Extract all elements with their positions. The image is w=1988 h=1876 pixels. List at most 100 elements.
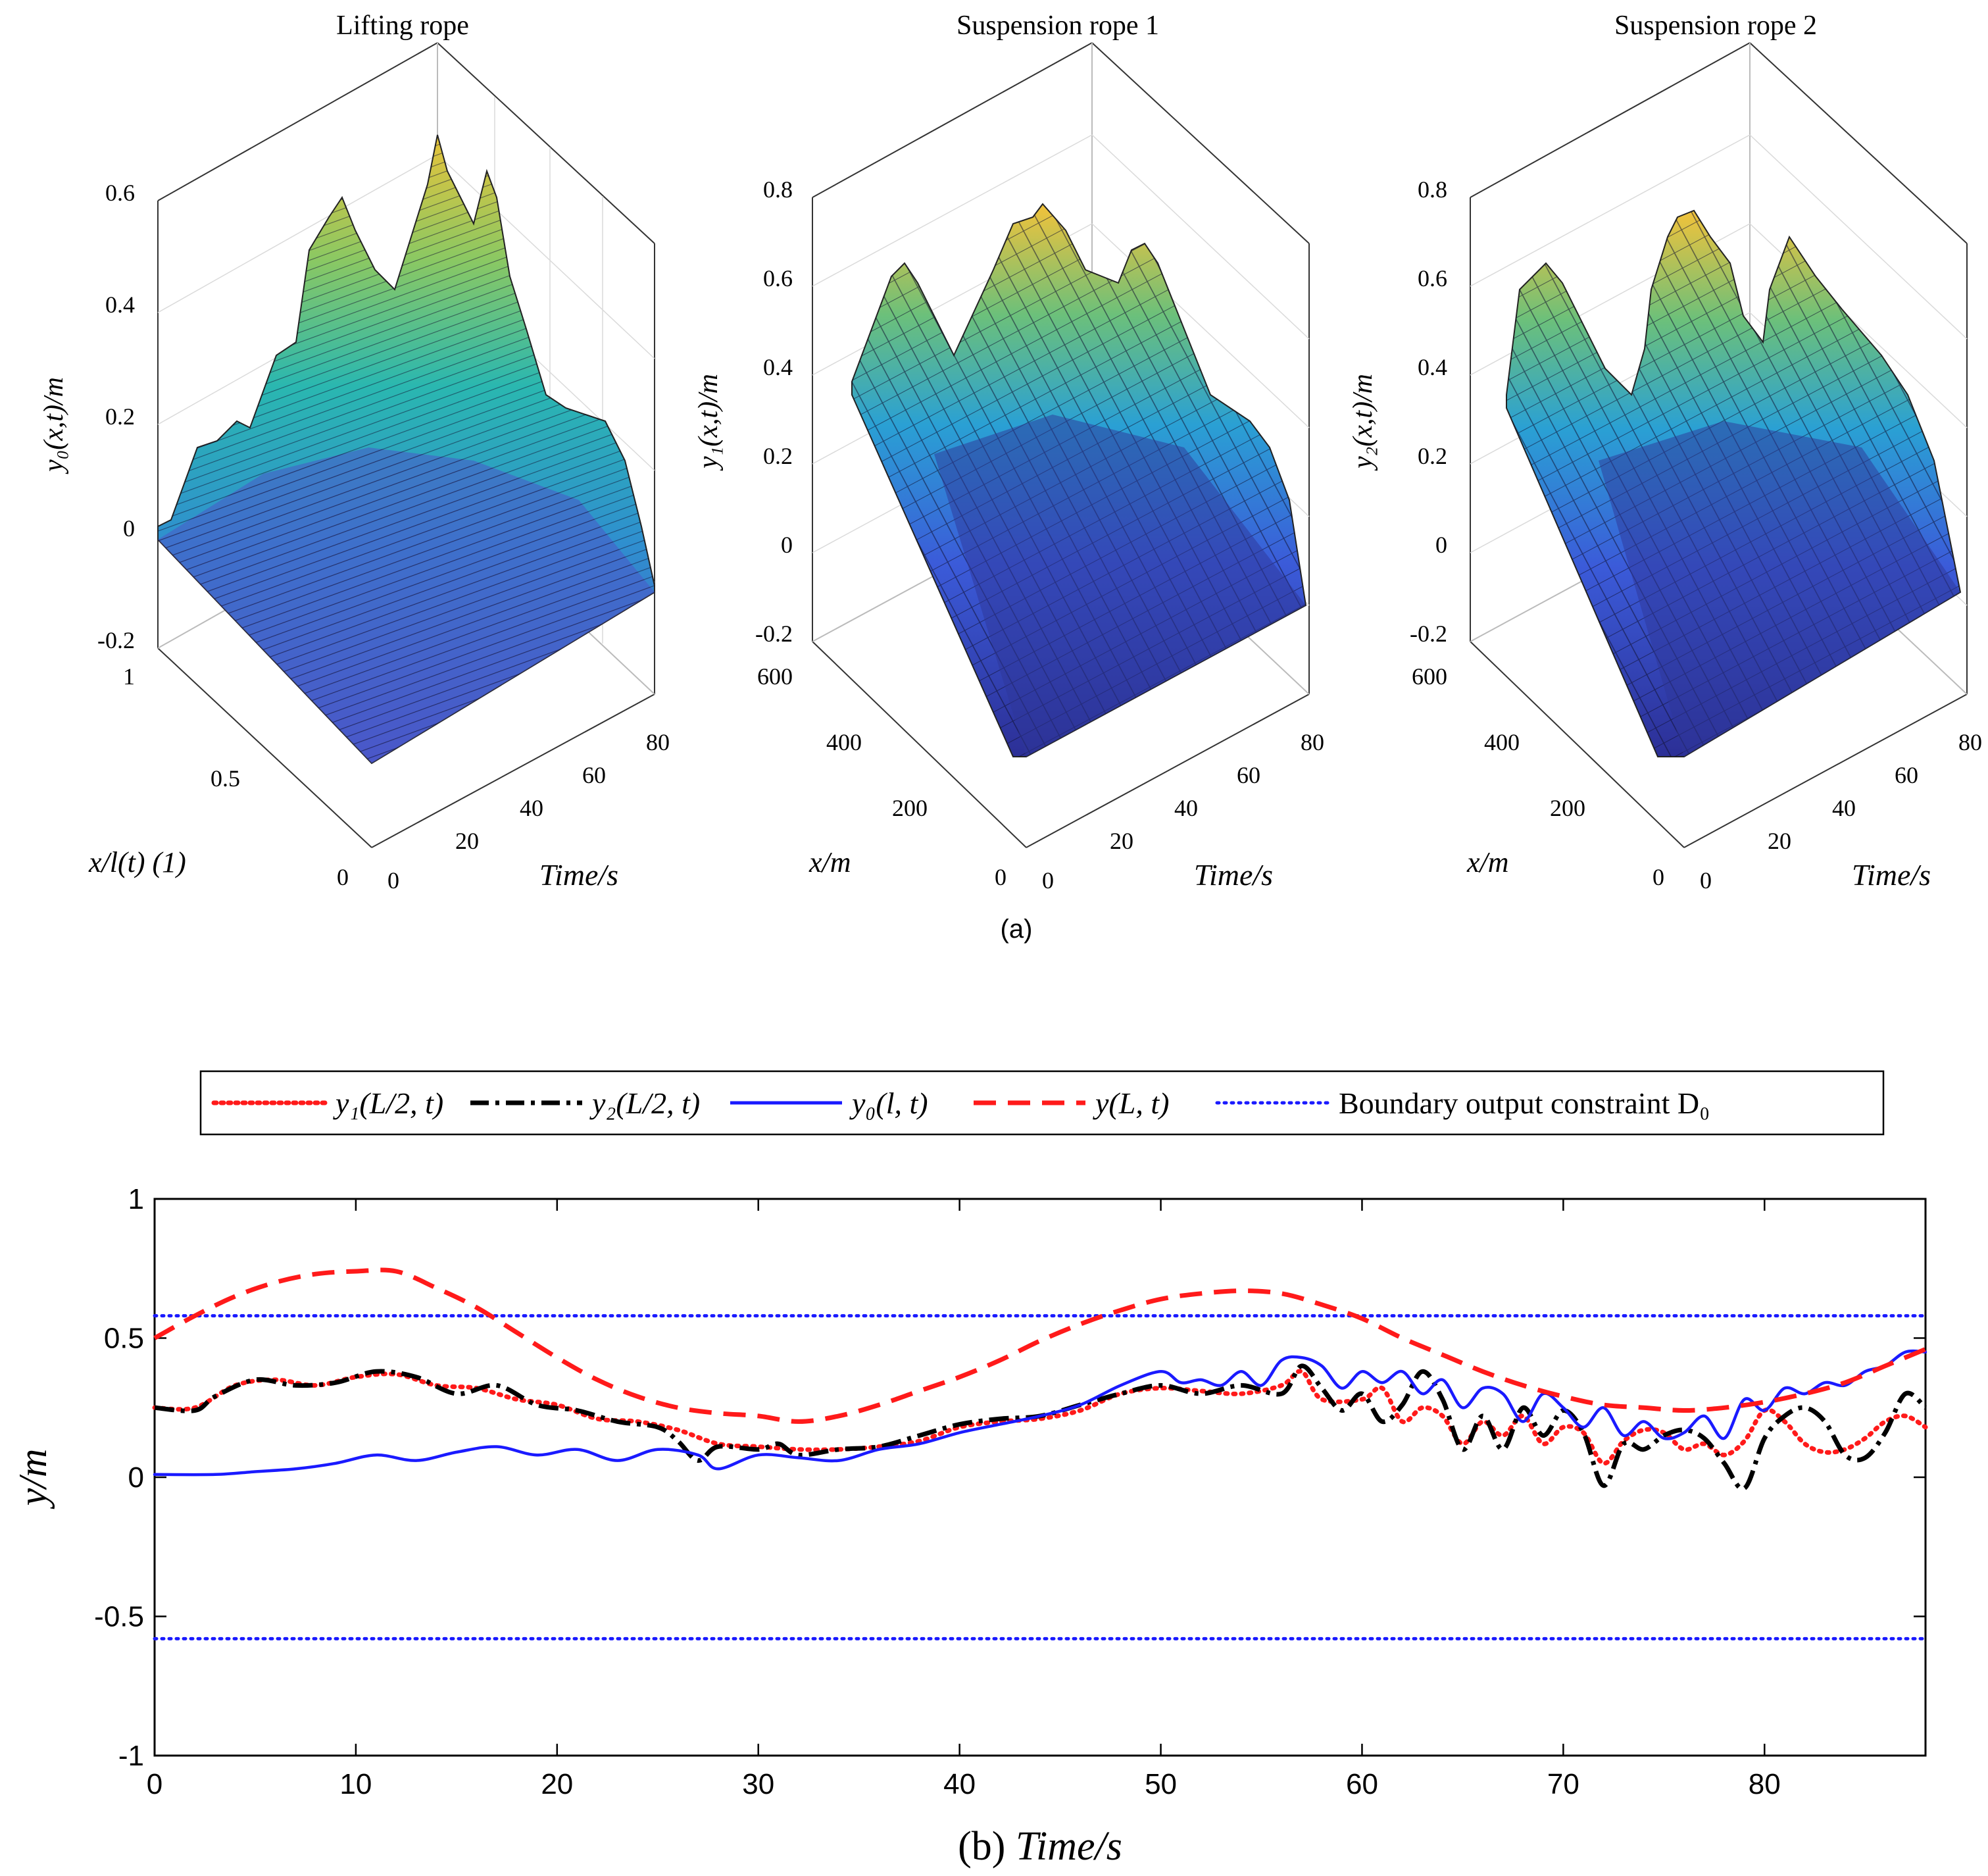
x-ticks-suspension-rope-1: 0 200 400 600: [757, 663, 1006, 890]
t-tick: 40: [520, 795, 543, 821]
x-tick: 200: [1550, 795, 1585, 821]
x-ticks: 0 10 20 30 40 50 60 70 80: [147, 1199, 1781, 1800]
t-tick: 80: [1958, 729, 1982, 755]
t-tick: 0: [1700, 867, 1712, 894]
x-tick: 600: [757, 663, 793, 690]
x-axis-label-prefix: (b): [958, 1824, 1005, 1869]
legend-label-y1: y₁(L/2, t): [333, 1086, 443, 1120]
x-tick-label: 0: [147, 1768, 162, 1800]
x-ticks-lifting-rope: 0 0.5 1: [123, 663, 349, 890]
z-ticks-suspension-rope-1: -0.2 0 0.2 0.4 0.6 0.8: [755, 176, 793, 647]
t-tick: 40: [1832, 795, 1856, 821]
y-tick-label: 1: [128, 1183, 144, 1215]
z-tick: 0.6: [763, 265, 793, 292]
z-ticks-lifting-rope: -0.2 0 0.2 0.4 0.6: [97, 180, 135, 653]
sublabel-a: (a): [1001, 915, 1033, 944]
surface-floor-suspension-rope-2: [1599, 421, 1960, 757]
z-axis-label-suspension-rope-2: y₂(x,t)/m: [1348, 374, 1378, 471]
x-tick: 1: [123, 663, 135, 690]
t-tick: 60: [1237, 762, 1260, 788]
title-suspension-rope-1: Suspension rope 1: [957, 11, 1159, 41]
z-tick: -0.2: [97, 627, 135, 653]
z-tick: 0.2: [105, 403, 135, 430]
x-tick-label: 40: [943, 1768, 976, 1800]
t-ticks-suspension-rope-1: 0 20 40 60 80: [1042, 729, 1324, 894]
surface-plot-lifting-rope: Lifting rope -0.2 0 0.2 0: [39, 11, 670, 894]
y-axis-label: y/m: [11, 1449, 55, 1510]
z-tick: 0.6: [105, 180, 135, 206]
x-axis-label-lifting-rope: x/l(t) (1): [88, 846, 186, 878]
x-tick: 600: [1412, 663, 1447, 690]
surface-floor-suspension-rope-1: [934, 415, 1306, 757]
x-axis-label-suspension-rope-2: x/m: [1466, 846, 1509, 878]
t-ticks-lifting-rope: 0 20 40 60 80: [387, 729, 670, 894]
x-tick: 0: [995, 864, 1006, 890]
title-suspension-rope-2: Suspension rope 2: [1614, 11, 1817, 41]
z-tick: 0: [1435, 532, 1447, 558]
surface-plot-suspension-rope-2: Suspension rope 2 -0.2 0 0.2 0.4 0.6: [1348, 11, 1982, 894]
t-axis-label-suspension-rope-2: Time/s: [1852, 858, 1931, 892]
t-axis-label-lifting-rope: Time/s: [539, 858, 618, 892]
t-tick: 80: [646, 729, 670, 755]
t-tick: 80: [1301, 729, 1324, 755]
z-tick: 0.8: [1418, 176, 1447, 203]
x-axis-label-text: Time/s: [1016, 1824, 1122, 1869]
y-tick-label: 0: [128, 1461, 144, 1494]
x-tick: 0.5: [211, 765, 240, 792]
legend: y₁(L/2, t) y₂(L/2, t) y₀(l, t) y(L, t) B…: [199, 1070, 1885, 1136]
x-tick: 0: [1653, 864, 1664, 890]
z-tick: 0.4: [1418, 354, 1447, 380]
y-tick-label: 0.5: [104, 1323, 144, 1355]
title-lifting-rope: Lifting rope: [336, 11, 469, 41]
series-y1-L2: [152, 1369, 1928, 1466]
t-tick: 0: [1042, 867, 1054, 894]
t-tick: 60: [1895, 762, 1918, 788]
z-tick: 0: [781, 532, 793, 558]
t-tick: 60: [582, 762, 606, 788]
x-tick: 200: [892, 795, 928, 821]
t-ticks-suspension-rope-2: 0 20 40 60 80: [1700, 729, 1982, 894]
surface-plot-suspension-rope-1: Suspension rope 1 -0.2 0 0.2 0.4 0.6: [693, 11, 1324, 894]
z-axis-label-suspension-rope-1: y₁(x,t)/m: [693, 374, 724, 471]
x-tick-label: 80: [1749, 1768, 1781, 1800]
z-ticks-suspension-rope-2: -0.2 0 0.2 0.4 0.6 0.8: [1410, 176, 1447, 647]
z-tick: -0.2: [755, 621, 793, 647]
series-y-L: [153, 1267, 1927, 1424]
z-tick: 0.6: [1418, 265, 1447, 292]
t-tick: 20: [1110, 828, 1133, 854]
t-tick: 20: [1768, 828, 1791, 854]
y-ticks: -1 -0.5 0 0.5 1: [94, 1183, 1926, 1772]
z-axis-label-lifting-rope: y₀(x,t)/m: [39, 377, 69, 474]
z-tick: 0.4: [763, 354, 793, 380]
x-tick-label: 50: [1145, 1768, 1177, 1800]
z-tick: 0.4: [105, 292, 135, 318]
x-tick-label: 10: [339, 1768, 372, 1800]
legend-label-y2: y₂(L/2, t): [589, 1086, 700, 1120]
t-tick: 20: [455, 828, 479, 854]
surface-floor-mesh-lifting-rope: [158, 447, 655, 763]
x-ticks-suspension-rope-2: 0 200 400 600: [1412, 663, 1664, 890]
x-tick-label: 30: [742, 1768, 774, 1800]
x-tick: 400: [826, 729, 862, 755]
z-tick: 0.2: [1418, 443, 1447, 469]
t-tick: 0: [387, 867, 399, 894]
x-tick: 400: [1484, 729, 1520, 755]
x-axis-label: (b) Time/s: [958, 1824, 1122, 1869]
y-tick-label: -0.5: [94, 1601, 144, 1633]
series-y0-l: [153, 1349, 1927, 1477]
line-chart-b: y₁(L/2, t) y₂(L/2, t) y₀(l, t) y(L, t) B…: [11, 1070, 1928, 1869]
t-tick: 40: [1174, 795, 1198, 821]
x-tick-label: 70: [1547, 1768, 1579, 1800]
z-tick: -0.2: [1410, 621, 1447, 647]
z-tick: 0: [123, 515, 135, 542]
legend-label-y0: y₀(l, t): [849, 1086, 928, 1120]
legend-label-yL: y(L, t): [1093, 1086, 1169, 1120]
z-tick: 0.8: [763, 176, 793, 203]
x-axis-label-suspension-rope-1: x/m: [808, 846, 851, 878]
x-tick-label: 20: [541, 1768, 573, 1800]
series-y2-L2: [154, 1363, 1927, 1492]
z-tick: 0.2: [763, 443, 793, 469]
t-axis-label-suspension-rope-1: Time/s: [1194, 858, 1273, 892]
legend-label-D0: Boundary output constraint D₀: [1339, 1086, 1710, 1120]
